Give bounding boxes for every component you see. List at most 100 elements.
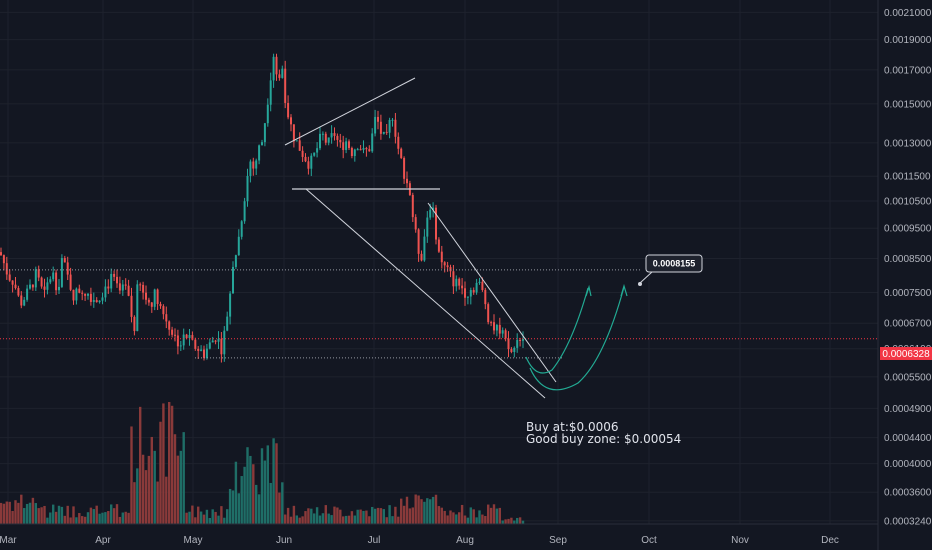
candle-body xyxy=(113,273,116,277)
candle-body xyxy=(226,316,229,331)
candle-body xyxy=(188,335,191,339)
volume-bar xyxy=(414,494,417,524)
candle-body xyxy=(339,139,342,143)
candle-body xyxy=(411,194,414,218)
candle-body xyxy=(290,117,292,125)
volume-bar xyxy=(159,421,162,524)
volume-bar xyxy=(237,493,240,524)
projection-arrowhead-long xyxy=(620,283,628,297)
volume-bar xyxy=(141,454,145,524)
price-tick-label: 0.0008500 xyxy=(884,254,932,265)
candle-body xyxy=(278,74,281,78)
candle-body xyxy=(60,258,63,287)
volume-bar xyxy=(40,507,43,524)
candle-body xyxy=(385,131,388,133)
volume-bar xyxy=(472,509,475,524)
volume-bar xyxy=(153,450,156,524)
volume-bar xyxy=(359,509,362,524)
candle-body xyxy=(58,286,60,291)
candle-body xyxy=(429,209,432,218)
price-tick-label: 0.0003600 xyxy=(884,488,932,499)
buy-at-note: Buy at:$0.0006 xyxy=(526,420,618,434)
price-tick-label: 0.0004000 xyxy=(884,459,932,470)
volume-bar xyxy=(118,516,122,524)
volume-bar xyxy=(168,401,171,524)
volume-bar xyxy=(144,470,148,524)
price-callout[interactable]: 0.0008155 xyxy=(645,254,703,273)
candle-body xyxy=(171,329,174,335)
candle-body xyxy=(23,299,26,306)
candle-body xyxy=(229,293,232,317)
volume-bar xyxy=(487,504,490,524)
volume-bar xyxy=(504,519,507,524)
candle-body xyxy=(107,286,110,289)
candle-body xyxy=(330,133,333,138)
volume-bar xyxy=(60,506,64,524)
volume-bar xyxy=(463,515,467,524)
volume-bar xyxy=(420,499,423,524)
candle-body xyxy=(374,116,377,134)
upper-channel-line xyxy=(427,202,557,383)
volume-bar xyxy=(518,517,522,524)
candle-body xyxy=(490,322,493,324)
candle-body xyxy=(359,149,362,151)
volume-bar xyxy=(516,517,519,524)
volume-bar xyxy=(112,508,116,524)
volume-bar xyxy=(429,499,432,524)
candle-body xyxy=(455,278,458,287)
volume-bar xyxy=(521,520,525,524)
candle-body xyxy=(388,120,391,133)
candle-body xyxy=(426,217,429,237)
candle-body xyxy=(162,306,165,315)
volume-bar xyxy=(72,506,75,524)
volume-bar xyxy=(286,507,290,524)
candle-body xyxy=(466,296,469,298)
volume-bar xyxy=(295,515,298,524)
time-axis[interactable]: Mar Apr May Jun Jul Aug Sep Oct Nov Dec xyxy=(0,523,878,546)
candle-body xyxy=(510,349,513,352)
candle-body xyxy=(379,121,382,134)
candle-body xyxy=(342,142,345,150)
candle-body xyxy=(255,160,258,169)
volume-bar xyxy=(20,494,23,524)
price-tick-label: 0.0007500 xyxy=(884,288,932,299)
candle-body xyxy=(220,338,223,355)
candle-body xyxy=(382,131,385,134)
volume-bar xyxy=(86,512,90,524)
grid-layer xyxy=(0,0,878,524)
volume-bar xyxy=(434,494,438,524)
candle-body xyxy=(319,133,321,149)
candle-body xyxy=(46,282,49,290)
volume-bar xyxy=(284,514,287,524)
lower-channel-line xyxy=(305,188,546,399)
candle-body xyxy=(263,123,266,143)
volume-bar xyxy=(176,455,180,524)
annotation-text: Buy at:$0.0006 Good buy zone: $0.00054 xyxy=(526,420,681,446)
volume-bar xyxy=(402,505,406,524)
volume-bar xyxy=(37,508,40,524)
volume-bar xyxy=(452,512,455,524)
candle-body xyxy=(98,300,101,303)
volume-bar xyxy=(266,445,269,524)
volume-bar xyxy=(197,506,200,524)
drawings-layer xyxy=(0,77,878,399)
candle-body xyxy=(400,148,403,158)
volume-bar xyxy=(249,455,252,524)
price-tick-label: 0.0004900 xyxy=(884,404,932,415)
candle-body xyxy=(63,258,66,263)
volume-bar xyxy=(397,516,400,524)
candle-body xyxy=(101,297,104,301)
volume-bar xyxy=(507,518,510,524)
price-axis[interactable]: 0.0021000 0.0019000 0.0017000 0.0015000 0.00… xyxy=(877,0,932,550)
volume-bar xyxy=(440,507,443,524)
volume-bar xyxy=(150,436,153,524)
candle-body xyxy=(246,175,249,202)
candle-body xyxy=(356,149,359,151)
time-tick-label: Jul xyxy=(368,535,381,546)
candle-body xyxy=(391,119,394,121)
volume-bar xyxy=(23,508,26,524)
projection-path-short xyxy=(525,287,589,374)
volume-bar xyxy=(255,484,258,524)
volume-bars xyxy=(0,401,525,524)
